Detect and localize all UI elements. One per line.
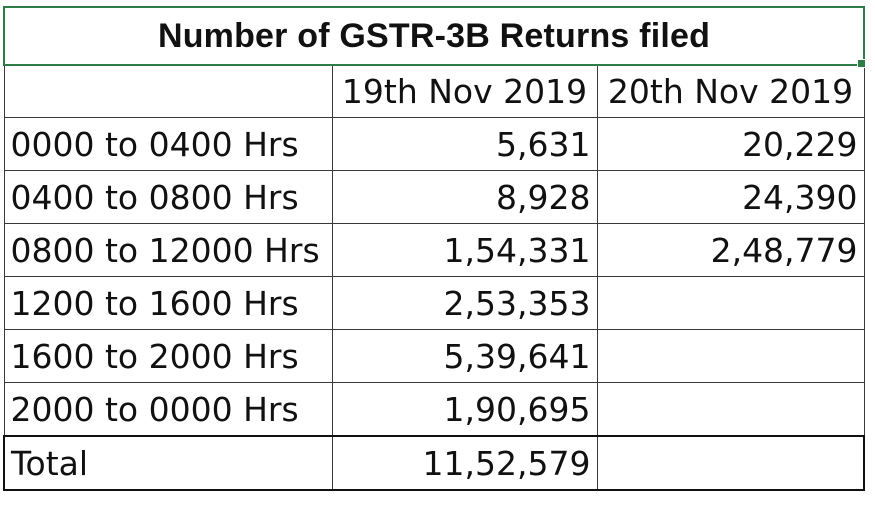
nov19-value-cell[interactable]: 5,39,641 — [331, 329, 598, 383]
nov20-value-cell[interactable] — [596, 382, 865, 437]
time-slot-cell[interactable]: 0400 to 0800 Hrs — [3, 170, 333, 224]
header-cell-20th-nov[interactable]: 20th Nov 2019 — [596, 64, 865, 118]
nov19-value-cell[interactable]: 8,928 — [331, 170, 598, 224]
time-slot-cell[interactable]: 0800 to 12000 Hrs — [3, 223, 333, 277]
table-title-cell[interactable]: Number of GSTR-3B Returns filed — [2, 6, 866, 66]
header-cell-blank[interactable] — [3, 64, 333, 118]
table-row: 0400 to 0800 Hrs 8,928 24,390 — [3, 170, 865, 224]
header-cell-19th-nov[interactable]: 19th Nov 2019 — [331, 64, 598, 118]
time-slot-cell[interactable]: 1200 to 1600 Hrs — [3, 276, 333, 330]
nov20-value-cell[interactable]: 2,48,779 — [596, 223, 865, 277]
time-slot-cell[interactable]: 1600 to 2000 Hrs — [3, 329, 333, 383]
gstr-3b-returns-table: Number of GSTR-3B Returns filed 19th Nov… — [2, 6, 866, 491]
selection-fill-handle[interactable] — [857, 59, 866, 68]
total-row: Total 11,52,579 — [3, 435, 866, 491]
total-nov20-cell[interactable] — [596, 435, 866, 491]
time-slot-cell[interactable]: 2000 to 0000 Hrs — [3, 382, 333, 437]
table-row: 2000 to 0000 Hrs 1,90,695 — [3, 382, 865, 437]
total-label-cell[interactable]: Total — [3, 435, 333, 491]
table-row: 0000 to 0400 Hrs 5,631 20,229 — [3, 117, 865, 171]
nov19-value-cell[interactable]: 1,54,331 — [331, 223, 598, 277]
nov20-value-cell[interactable] — [596, 329, 865, 383]
nov19-value-cell[interactable]: 2,53,353 — [331, 276, 598, 330]
total-nov19-cell[interactable]: 11,52,579 — [331, 435, 598, 491]
nov20-value-cell[interactable]: 24,390 — [596, 170, 865, 224]
title-row: Number of GSTR-3B Returns filed — [2, 6, 866, 66]
nov20-value-cell[interactable]: 20,229 — [596, 117, 865, 171]
nov19-value-cell[interactable]: 1,90,695 — [331, 382, 598, 437]
nov20-value-cell[interactable] — [596, 276, 865, 330]
time-slot-cell[interactable]: 0000 to 0400 Hrs — [3, 117, 333, 171]
table-row: 1600 to 2000 Hrs 5,39,641 — [3, 329, 865, 383]
table-row: 0800 to 12000 Hrs 1,54,331 2,48,779 — [3, 223, 865, 277]
header-row: 19th Nov 2019 20th Nov 2019 — [3, 64, 865, 118]
nov19-value-cell[interactable]: 5,631 — [331, 117, 598, 171]
table-row: 1200 to 1600 Hrs 2,53,353 — [3, 276, 865, 330]
